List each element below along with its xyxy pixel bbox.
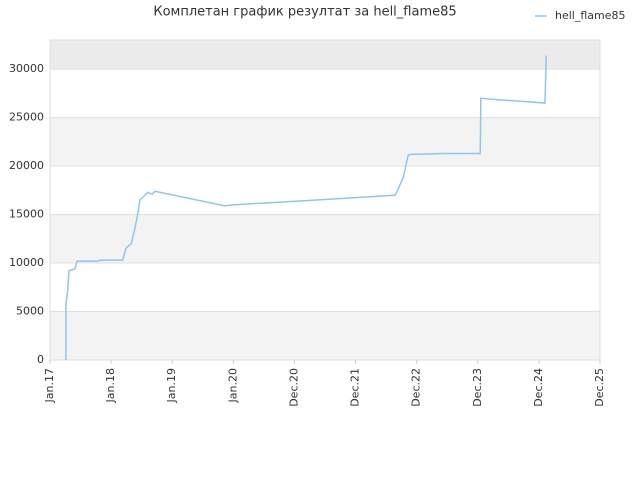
x-tick-label: Dec.25 xyxy=(593,368,606,407)
grid-band xyxy=(50,311,600,360)
y-tick-label: 15000 xyxy=(9,208,44,221)
y-tick-label: 25000 xyxy=(9,111,44,124)
y-tick-label: 30000 xyxy=(9,62,44,75)
x-tick-label: Jan.18 xyxy=(104,368,117,403)
chart-title: Комплетан график резултат за hell_flame8… xyxy=(153,5,456,20)
x-tick-label: Jan.20 xyxy=(226,368,239,403)
y-tick-label: 0 xyxy=(37,353,44,366)
x-tick-label: Dec.21 xyxy=(349,368,362,407)
y-tick-label: 10000 xyxy=(9,256,44,269)
grid-band xyxy=(50,40,600,70)
x-tick-label: Dec.23 xyxy=(471,368,484,407)
x-tick-label: Dec.22 xyxy=(410,368,423,407)
x-tick-label: Jan.19 xyxy=(165,368,178,403)
x-tick-label: Dec.24 xyxy=(532,368,545,407)
plot-border xyxy=(49,39,601,361)
y-tick-label: 20000 xyxy=(9,159,44,172)
grid-band xyxy=(50,117,600,167)
x-tick-label: Jan.17 xyxy=(43,368,56,403)
x-tick-label: Dec.20 xyxy=(287,368,300,407)
grid-band xyxy=(50,214,600,264)
legend-label: hell_flame85 xyxy=(555,9,626,22)
y-tick-label: 5000 xyxy=(16,305,44,318)
series-line xyxy=(65,55,547,360)
